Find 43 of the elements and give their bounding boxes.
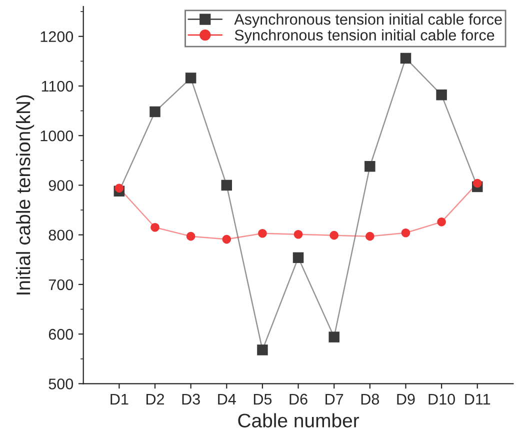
point — [221, 180, 232, 191]
point — [437, 218, 446, 226]
y-tick-label: 700 — [48, 279, 74, 290]
point — [436, 90, 447, 100]
legend-label: Asynchronous tension initial cable force — [234, 14, 502, 28]
point — [186, 232, 196, 241]
x-tick-label: D6 — [290, 394, 308, 405]
point — [330, 230, 338, 240]
x-axis-title: Cable number — [238, 413, 360, 428]
point — [364, 160, 376, 172]
point — [366, 232, 374, 241]
y-tick-label: 1200 — [40, 31, 74, 42]
y-tick-label: 600 — [48, 328, 74, 340]
y-tick-label: 1000 — [40, 130, 74, 142]
point — [401, 228, 410, 238]
point — [185, 72, 196, 84]
point — [294, 230, 303, 239]
x-tick-label: D4 — [218, 394, 236, 404]
legend-label: Synchronous tension initial cable force — [234, 29, 494, 44]
point — [258, 228, 267, 238]
y-tick-label: 900 — [48, 180, 74, 191]
point — [114, 184, 124, 193]
y-tick-label: 800 — [48, 230, 74, 241]
x-tick-label: D10 — [428, 394, 455, 405]
point — [292, 252, 304, 264]
x-tick-label: D1 — [110, 394, 128, 404]
x-tick-label: D2 — [146, 394, 164, 404]
point — [150, 223, 160, 232]
y-tick-label: 1100 — [42, 80, 74, 92]
x-tick-label: D3 — [182, 394, 200, 405]
x-tick-label: D7 — [326, 394, 344, 404]
point — [222, 234, 232, 244]
y-axis-title: Initial cable tension(kN) — [16, 95, 34, 294]
point — [150, 106, 160, 118]
x-tick-label: D11 — [465, 394, 490, 404]
point — [257, 344, 268, 356]
y-tick-label: 500 — [48, 378, 74, 390]
point — [400, 52, 412, 64]
point — [472, 178, 482, 188]
x-tick-label: D8 — [361, 394, 380, 405]
x-tick-label: D5 — [254, 394, 272, 405]
point — [328, 332, 340, 342]
x-tick-label: D9 — [397, 394, 415, 405]
